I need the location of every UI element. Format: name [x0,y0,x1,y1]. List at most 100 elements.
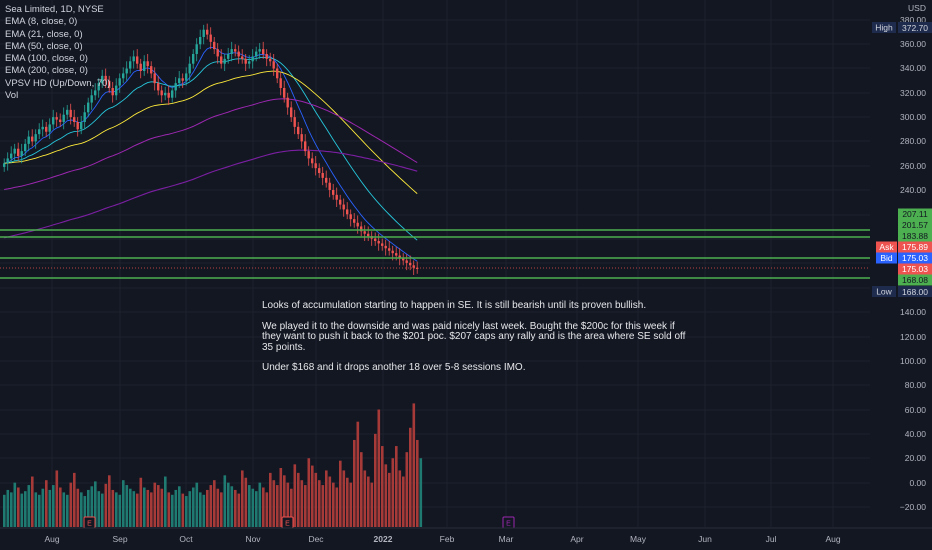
volume-bar [395,446,398,527]
price-tag-box [898,252,932,264]
price-tag-box [898,274,932,286]
indicator-ema8[interactable]: EMA (8, close, 0) [5,16,78,28]
time-tick-label: May [630,534,647,544]
candle-body [199,37,202,45]
price-tick-label: 40.00 [905,429,927,439]
volume-bar [265,492,269,527]
candle-body [276,68,279,79]
candle-body [262,49,265,54]
volume-bar [367,476,370,527]
candle-body [3,163,6,167]
note-paragraph: Under $168 and it drops another 18 over … [262,362,526,373]
indicator-ema50[interactable]: EMA (50, close, 0) [5,40,83,52]
volume-bar [283,475,286,527]
volume-bar [360,452,363,527]
volume-bar [416,439,419,527]
price-tick-label: 280.00 [900,136,926,146]
volume-bar [87,489,90,527]
time-tick-label: Aug [44,534,59,544]
price-tag-value: 372.70 [902,23,928,33]
price-tick-label: 0.00 [909,478,926,488]
volume-bar [269,472,272,527]
volume-bar [272,480,276,527]
indicator-ema100[interactable]: EMA (100, close, 0) [5,53,88,65]
price-tick-label: 340.00 [900,63,926,73]
candle-body [55,117,58,120]
volume-bar [122,480,125,527]
candle-body [279,78,282,88]
candle-body [69,109,72,118]
candle-body [353,219,356,223]
candle-body [244,58,247,64]
time-axis[interactable]: Aug Sep Oct Nov Dec 2022 Feb Mar Apr May Jun Jul Aug [0,527,932,544]
candle-body [206,29,209,35]
volume-bar [94,481,97,527]
candle-body [90,95,93,103]
price-tick-label: 100.00 [900,356,926,366]
indicator-ema200[interactable]: EMA (200, close, 0) [5,65,88,77]
volume-bar [41,488,45,527]
volume-bar [223,475,227,527]
candle-body [27,136,30,144]
volume-bar [146,489,150,527]
candle-body [255,51,258,57]
volume-bar [48,489,52,527]
price-axis[interactable]: 380.00 360.00 340.00 320.00 300.00 280.00 260.… [900,3,927,512]
indicator-ema21[interactable]: EMA (21, close, 0) [5,28,83,40]
candle-body [360,226,363,232]
candle-body [311,158,314,164]
price-tag-value: 175.03 [902,253,928,263]
candle-body [52,117,55,125]
candle-body [83,112,86,122]
volume-bar [118,494,122,527]
volume-bar [405,452,409,527]
price-tag-label: Low [876,287,892,297]
candle-body [143,61,146,71]
symbol-line[interactable]: Sea Limited, 1D, NYSE [5,4,104,15]
candle-body [258,49,261,52]
volume-bar [206,489,209,527]
price-tag-value: 207.11 [902,209,928,219]
candle-body [87,102,90,113]
candle-body [412,265,415,268]
candle-body [76,122,79,130]
candle-body [265,54,268,59]
volume-bar [83,496,87,527]
candle-body [108,80,111,88]
volume-bar [59,487,62,527]
price-tag-label: Bid [880,253,893,263]
candle-body [150,66,153,74]
candle-body [181,78,184,81]
candle-body [297,126,300,135]
note-paragraph: Looks of accumulation starting to happen… [262,300,647,311]
volume-bar [335,487,339,527]
volume-bar [213,480,216,527]
price-tag-value: 201.57 [902,220,928,230]
candle-body [272,61,275,69]
candle-body [349,214,352,220]
candle-body [405,260,408,263]
volume-bar [167,492,171,527]
volume-bar [171,494,174,527]
volume-bar [111,489,115,527]
volume-bar [20,493,24,527]
price-tick-label: 260.00 [900,161,926,171]
candle-body [367,233,370,237]
chart-legend: Sea Limited, 1D, NYSE EMA (8, close, 0) … [5,4,111,102]
price-tag-box [898,241,932,253]
volume-bar [178,486,181,527]
indicator-vpsv[interactable]: VPSV HD (Up/Down, 70) [5,77,111,89]
price-tag-box [898,208,932,220]
indicator-volume[interactable]: Vol [5,90,19,102]
volume-bar [307,458,311,527]
volume-bar [104,483,108,527]
volume-bar [97,491,101,527]
volume-bar [80,492,83,527]
volume-bar [3,494,6,527]
volume-bar [321,485,325,527]
candle-body [248,61,251,64]
candle-body [342,204,345,210]
candle-body [139,63,142,71]
candle-body [129,61,132,69]
